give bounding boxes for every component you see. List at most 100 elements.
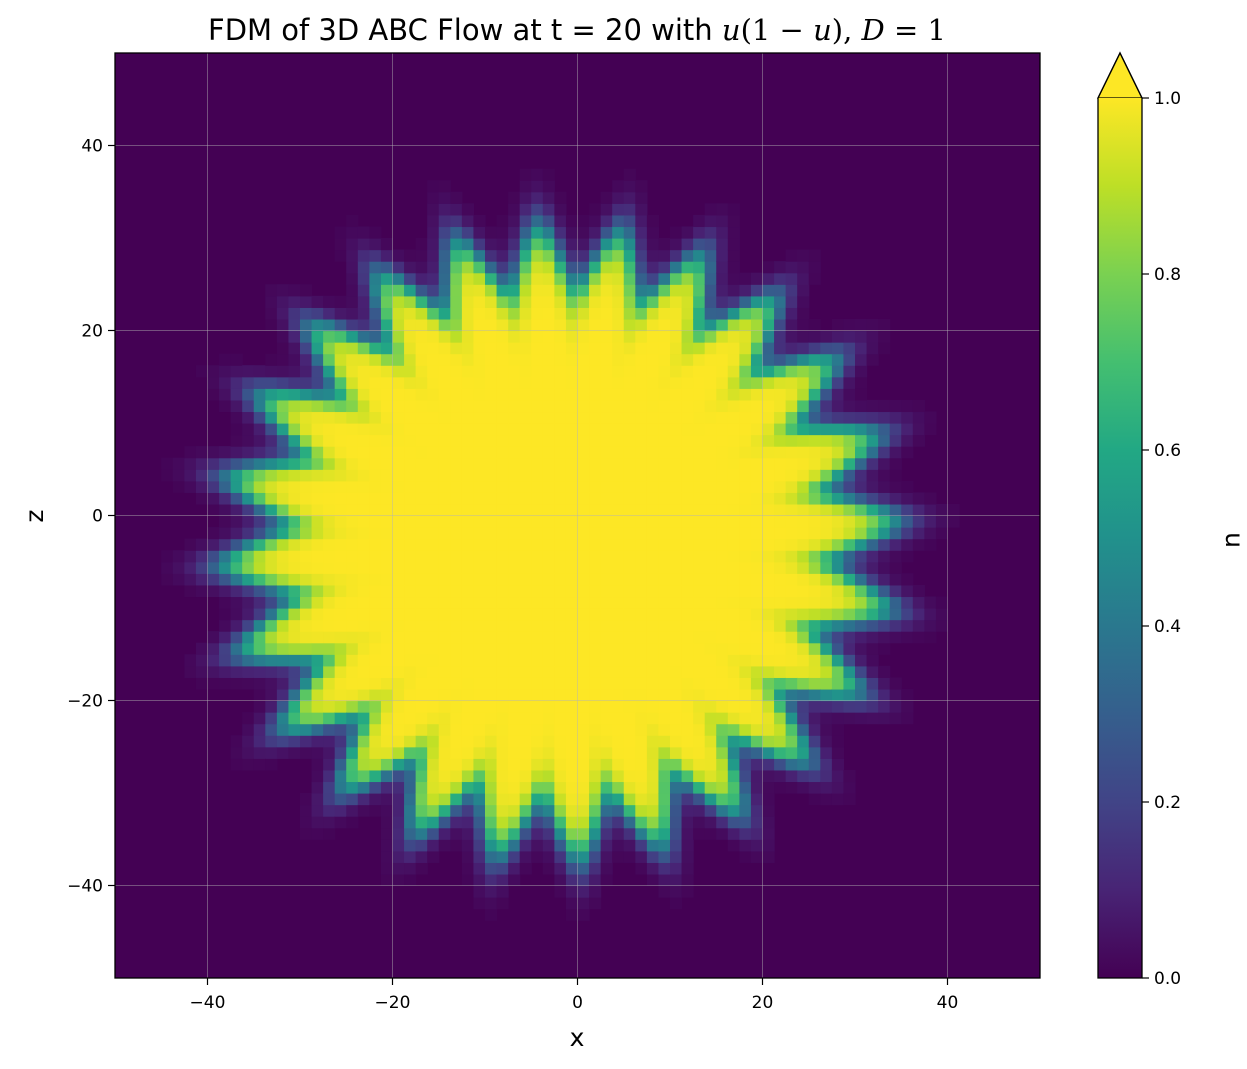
heatmap-cell [288,503,301,517]
heatmap-cell [612,492,625,505]
heatmap-cell [635,573,648,586]
heatmap-cell [565,839,579,852]
heatmap-cell [300,492,313,505]
heatmap-cell [762,769,775,783]
heatmap-cell [496,307,509,320]
heatmap-cell [323,712,336,725]
heatmap-cell [508,723,521,736]
heatmap-cell [219,596,232,609]
heatmap-cell [600,423,613,436]
heatmap-cell [300,700,313,713]
heatmap-cell [797,746,810,759]
heatmap-cell [658,492,671,505]
heatmap-cell [334,353,347,366]
heatmap-cell [404,423,417,436]
heatmap-cell [542,665,555,678]
heatmap-cell [334,411,347,424]
heatmap-cell [589,608,602,621]
heatmap-cell [704,642,717,655]
heatmap-cell [750,353,764,366]
heatmap-cell [623,538,636,551]
heatmap-cell [531,180,544,193]
heatmap-cell [577,214,590,228]
heatmap-cell [542,249,555,262]
heatmap-cell [831,608,845,621]
heatmap-cell [762,793,775,806]
heatmap-cell [380,318,394,332]
heatmap-cell [404,480,417,493]
heatmap-cell [739,469,752,482]
heatmap-cell [323,295,336,308]
heatmap-cell [473,411,486,424]
heatmap-cell [334,769,347,783]
heatmap-cell [589,619,602,632]
heatmap-cell [589,434,602,447]
heatmap-cell [554,238,567,251]
heatmap-cell [427,365,440,378]
heatmap-cell [901,619,914,632]
heatmap-cell [589,631,602,644]
heatmap-cell [623,457,636,470]
heatmap-cell [184,480,197,493]
heatmap-cell [762,665,775,678]
heatmap-cell [438,538,451,551]
heatmap-cell [565,238,579,251]
heatmap-cell [485,735,498,748]
heatmap-cell [450,527,463,540]
heatmap-cell [855,608,868,621]
heatmap-cell [288,515,301,528]
heatmap-cell [693,423,706,436]
heatmap-cell [276,619,290,632]
heatmap-cell [496,261,509,274]
heatmap-cell [253,411,266,424]
heatmap-cell [774,353,787,366]
heatmap-cell [901,411,914,424]
heatmap-cell [542,492,555,505]
heatmap-cell [912,434,925,447]
heatmap-cell [427,735,440,748]
heatmap-cell [646,492,660,505]
heatmap-cell [600,434,613,447]
heatmap-cell [369,457,382,470]
heatmap-cell [716,284,729,297]
heatmap-cell [450,561,463,574]
heatmap-cell [727,307,740,320]
heatmap-cell [565,793,579,806]
heatmap-cell [565,758,579,771]
heatmap-cell [404,446,417,459]
heatmap-cell [334,712,347,725]
heatmap-cell [635,596,648,609]
heatmap-cell [265,688,278,702]
heatmap-cell [658,538,671,551]
heatmap-cell [369,688,382,702]
heatmap-cell [878,538,891,551]
heatmap-cell [311,550,324,563]
heatmap-cell [438,226,451,239]
heatmap-cell [265,608,278,621]
heatmap-cell [820,411,833,424]
heatmap-cell [716,365,729,378]
heatmap-cell [508,873,521,887]
heatmap-cell [253,492,266,505]
heatmap-cell [831,642,845,655]
heatmap-cell [831,538,845,551]
heatmap-cell [485,330,498,343]
heatmap-cell [450,388,463,401]
heatmap-cell [774,746,787,759]
heatmap-cell [612,631,625,644]
heatmap-cell [589,295,602,308]
heatmap-cell [797,411,810,424]
heatmap-cell [242,654,255,667]
heatmap-cell [600,619,613,632]
heatmap-cell [635,816,648,829]
heatmap-cell [508,388,521,401]
heatmap-cell [681,503,694,517]
heatmap-cell [346,365,359,378]
heatmap-cell [415,388,428,401]
heatmap-cell [380,388,394,401]
heatmap-cell [577,665,590,678]
heatmap-cell [508,561,521,574]
heatmap-cell [658,608,671,621]
heatmap-cell [612,261,625,274]
heatmap-cell [300,365,313,378]
